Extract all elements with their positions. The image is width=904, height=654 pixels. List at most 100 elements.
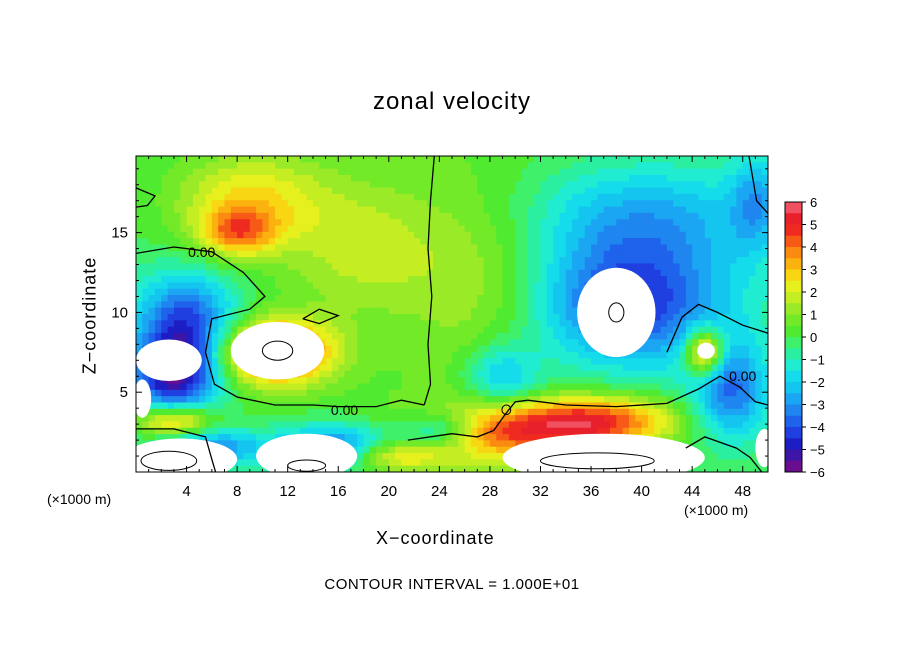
field-cell <box>199 276 207 283</box>
field-cell <box>275 231 282 239</box>
field-cell <box>527 320 535 328</box>
field-cell <box>742 301 750 309</box>
field-cell <box>628 421 636 429</box>
field-cell <box>685 162 693 170</box>
field-cell <box>363 238 371 246</box>
field-cell <box>414 200 421 208</box>
field-cell <box>262 244 270 252</box>
field-cell <box>180 206 188 214</box>
field-cell <box>666 295 674 302</box>
field-cell <box>331 421 339 429</box>
field-cell <box>755 389 763 397</box>
field-cell <box>578 168 586 176</box>
field-cell <box>331 174 339 182</box>
field-cell <box>660 326 668 334</box>
field-cell <box>148 415 156 423</box>
field-cell <box>502 288 510 296</box>
field-cell <box>736 288 744 296</box>
field-cell <box>483 351 491 359</box>
field-cell <box>761 168 768 176</box>
field-cell <box>464 434 472 441</box>
field-cell <box>477 421 485 429</box>
field-cell <box>420 244 428 252</box>
field-cell <box>685 377 693 385</box>
field-cell <box>154 257 162 265</box>
field-cell <box>464 193 472 201</box>
field-cell <box>591 174 598 182</box>
field-cell <box>319 307 327 315</box>
field-cell <box>205 345 213 353</box>
field-cell <box>395 244 403 252</box>
field-cell <box>527 421 535 429</box>
field-cell <box>211 276 219 283</box>
field-cell <box>635 257 643 265</box>
field-cell <box>553 326 561 334</box>
field-cell <box>489 282 497 290</box>
field-cell <box>414 193 421 201</box>
field-cell <box>275 402 282 410</box>
field-cell <box>622 231 630 239</box>
field-cell <box>243 206 251 214</box>
field-cell <box>610 257 617 265</box>
field-cell <box>218 187 226 195</box>
field-cell <box>363 181 371 189</box>
field-cell <box>338 301 346 309</box>
field-cell <box>521 187 529 195</box>
field-cell <box>534 345 542 353</box>
field-cell <box>325 168 333 176</box>
field-cell <box>243 225 251 233</box>
field-cell <box>559 402 567 410</box>
field-cell <box>470 307 478 315</box>
field-cell <box>376 219 384 227</box>
field-cell <box>237 383 245 391</box>
field-cell <box>584 427 592 435</box>
field-cell <box>717 434 725 441</box>
field-cell <box>749 250 756 258</box>
field-cell <box>628 263 636 271</box>
field-cell <box>464 364 472 372</box>
field-cell <box>452 339 459 347</box>
field-cell <box>749 238 756 246</box>
field-cell <box>262 427 270 435</box>
field-cell <box>173 389 181 397</box>
field-cell <box>167 238 175 246</box>
field-cell <box>521 320 529 328</box>
field-cell <box>717 383 725 391</box>
field-cell <box>489 193 497 201</box>
field-cell <box>464 339 472 347</box>
field-cell <box>704 200 712 208</box>
field-cell <box>572 250 579 258</box>
field-cell <box>388 314 396 321</box>
field-cell <box>224 156 232 163</box>
field-cell <box>211 396 219 404</box>
field-cell <box>230 326 238 334</box>
field-cell <box>515 314 523 321</box>
field-cell <box>262 238 270 246</box>
field-cell <box>414 174 421 182</box>
field-cell <box>666 288 674 296</box>
field-cell <box>692 402 700 410</box>
field-cell <box>508 440 516 448</box>
field-cell <box>414 364 421 372</box>
field-cell <box>287 301 295 309</box>
field-cell <box>515 238 523 246</box>
field-cell <box>192 276 200 283</box>
field-cell <box>376 174 384 182</box>
field-cell <box>401 187 409 195</box>
field-cell <box>142 206 150 214</box>
field-cell <box>338 168 346 176</box>
field-cell <box>275 314 282 321</box>
field-cell <box>439 288 447 296</box>
field-cell <box>199 206 207 214</box>
field-cell <box>445 427 453 435</box>
field-cell <box>464 225 472 233</box>
field-cell <box>464 332 472 340</box>
field-cell <box>388 396 396 404</box>
field-cell <box>666 402 674 410</box>
field-cell <box>470 301 478 309</box>
field-cell <box>584 345 592 353</box>
field-cell <box>496 231 504 239</box>
field-cell <box>761 332 768 340</box>
field-cell <box>338 187 346 195</box>
field-cell <box>736 339 744 347</box>
